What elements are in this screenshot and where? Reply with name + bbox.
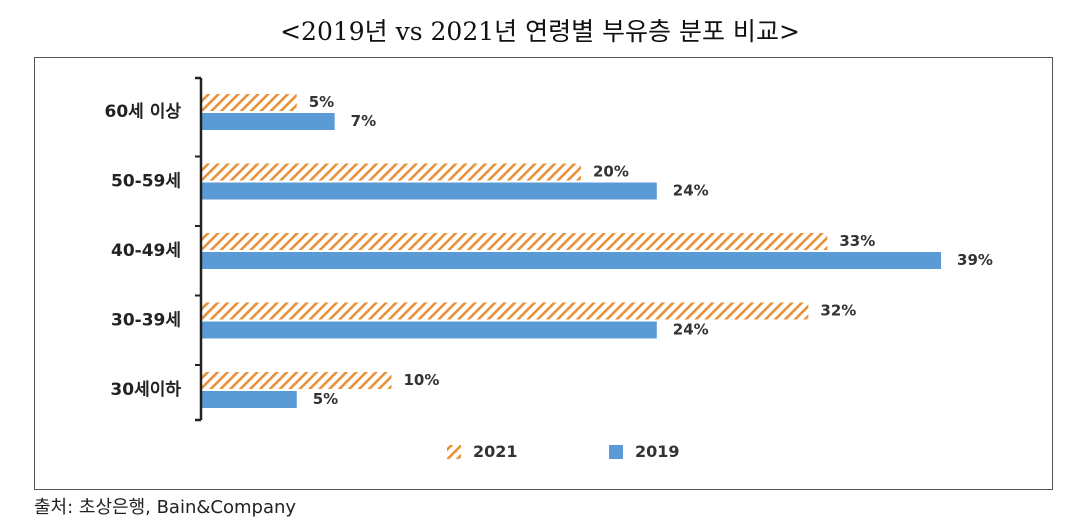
bar-2021	[202, 233, 828, 250]
bars-layer	[202, 94, 942, 408]
chart-area: 5% 7% 20% 24% 33% 39% 32% 24% 10% 5% 60세 이상 50-59세…	[34, 57, 1053, 490]
legend-swatch-2019	[609, 445, 623, 459]
data-label-2021: 20%	[593, 163, 629, 181]
source-note: 출처: 초상은행, Bain&Company	[34, 497, 297, 518]
chart-title: <2019년 vs 2021년 연령별 부유층 분포 비교>	[280, 17, 800, 46]
bar-2019	[202, 252, 942, 269]
legend-swatch-2021	[447, 445, 461, 459]
data-label-2021: 10%	[404, 371, 440, 389]
data-label-2019: 5%	[313, 390, 338, 408]
data-label-2019: 24%	[673, 182, 709, 200]
bar-2019	[202, 113, 335, 130]
legend: 2021 2019	[447, 442, 680, 461]
bar-2021	[202, 163, 581, 181]
category-axis: 60세 이상 50-59세 40-49세 30-39세 30세이하	[105, 76, 203, 422]
category-label: 30-39세	[111, 311, 181, 331]
data-label-2021: 33%	[839, 232, 875, 250]
labels-layer: 5% 7% 20% 24% 33% 39% 32% 24% 10% 5%	[309, 93, 993, 408]
data-label-2019: 39%	[957, 251, 993, 269]
category-label: 50-59세	[111, 172, 181, 192]
bar-chart: 5% 7% 20% 24% 33% 39% 32% 24% 10% 5% 60세 이상 50-59세…	[105, 76, 993, 461]
bar-2019	[202, 182, 657, 200]
bar-2021	[202, 302, 809, 320]
data-label-2019: 24%	[673, 321, 709, 339]
category-label: 40-49세	[111, 241, 181, 261]
legend-label-2021: 2021	[473, 442, 518, 461]
bar-2019	[202, 321, 657, 339]
data-label-2021: 5%	[309, 93, 334, 111]
category-label: 30세이하	[110, 380, 181, 400]
data-label-2019: 7%	[351, 112, 376, 130]
bar-2021	[202, 94, 297, 111]
legend-label-2019: 2019	[635, 442, 680, 461]
data-label-2021: 32%	[820, 302, 856, 320]
category-label: 60세 이상	[105, 102, 182, 122]
bar-2019	[202, 391, 297, 408]
bar-2021	[202, 372, 392, 389]
